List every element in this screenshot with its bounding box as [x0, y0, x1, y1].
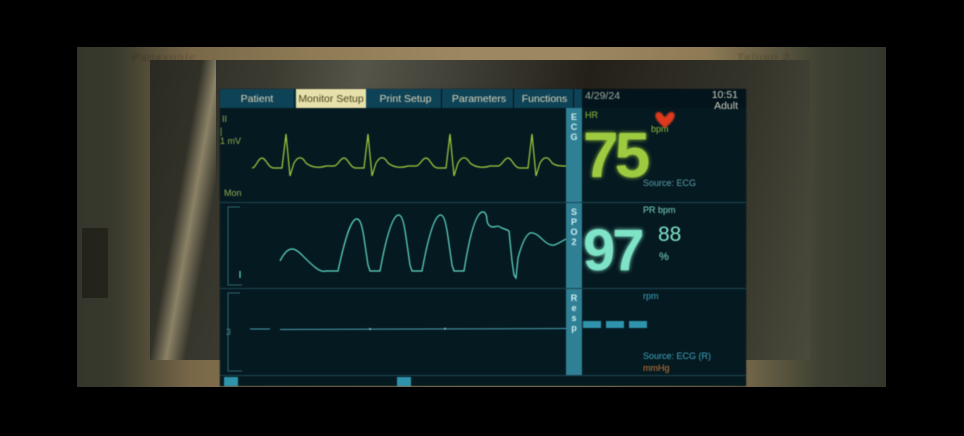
svg-text:3: 3: [226, 327, 231, 337]
